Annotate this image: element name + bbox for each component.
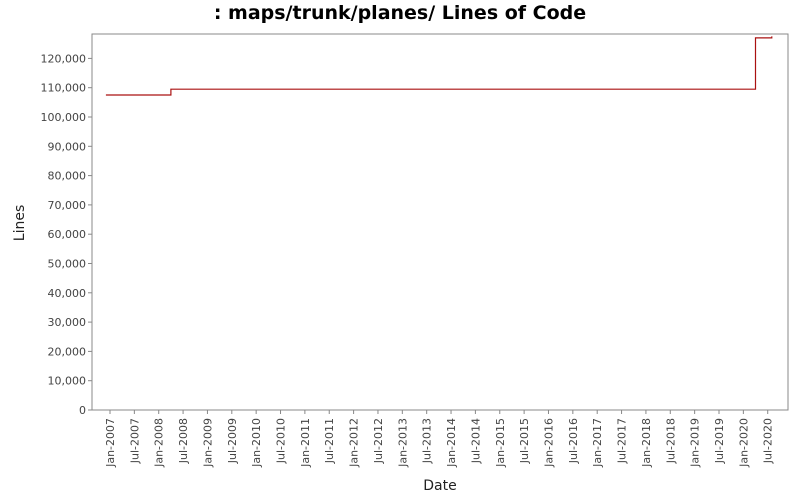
y-tick-label: 60,000 [48, 228, 87, 241]
y-axis-title: Lines [12, 205, 28, 241]
x-tick-label: Jan-2012 [348, 418, 361, 468]
y-tick-label: 30,000 [48, 316, 87, 329]
y-tick-label: 10,000 [48, 375, 87, 388]
x-tick-label: Jul-2013 [421, 418, 434, 464]
x-axis-title: Date [423, 478, 456, 494]
x-tick-label: Jul-2009 [226, 418, 239, 464]
y-tick-label: 100,000 [41, 111, 87, 124]
x-tick-label: Jan-2013 [396, 418, 409, 468]
x-tick-label: Jan-2017 [591, 418, 604, 468]
x-tick-label: Jan-2016 [542, 418, 555, 468]
y-tick-label: 90,000 [48, 140, 87, 153]
x-tick-label: Jan-2010 [250, 418, 263, 468]
x-tick-label: Jul-2011 [323, 418, 336, 464]
x-tick-label: Jul-2012 [372, 418, 385, 464]
x-tick-label: Jul-2016 [567, 418, 580, 464]
x-tick-label: Jan-2015 [494, 418, 507, 468]
x-tick-label: Jul-2019 [713, 418, 726, 464]
x-tick-label: Jul-2010 [275, 418, 288, 464]
chart-title: : maps/trunk/planes/ Lines of Code [213, 2, 587, 24]
y-tick-label: 0 [79, 404, 86, 417]
x-tick-label: Jan-2009 [201, 418, 214, 468]
x-tick-label: Jul-2007 [128, 418, 141, 464]
plot-area [91, 33, 789, 411]
y-tick-label: 50,000 [48, 258, 87, 271]
x-tick-label: Jul-2015 [518, 418, 531, 464]
y-tick-label: 80,000 [48, 170, 87, 183]
series-line [105, 36, 773, 96]
x-tick-label: Jul-2018 [664, 418, 677, 464]
x-tick-label: Jan-2007 [104, 418, 117, 468]
y-tick-label: 20,000 [48, 345, 87, 358]
x-tick-label: Jul-2008 [177, 418, 190, 464]
x-tick-label: Jan-2019 [689, 418, 702, 468]
x-tick-label: Jan-2008 [153, 418, 166, 468]
x-tick-label: Jan-2014 [445, 418, 458, 468]
x-tick-label: Jan-2020 [737, 418, 750, 468]
x-tick-label: Jul-2014 [469, 418, 482, 464]
y-tick-label: 110,000 [41, 82, 87, 95]
x-tick-label: Jan-2018 [640, 418, 653, 468]
x-axis: Jan-2007 Jul-2007 Jan-2008 Jul-2008 Jan-2009… [104, 410, 775, 468]
y-axis: 0 10,000 20,000 30,000 40,000 50,000 60,000 70,… [41, 52, 92, 417]
y-tick-label: 120,000 [41, 52, 87, 65]
x-tick-label: Jul-2017 [616, 418, 629, 464]
y-tick-label: 70,000 [48, 199, 87, 212]
y-tick-label: 40,000 [48, 287, 87, 300]
x-tick-label: Jul-2020 [762, 418, 775, 464]
series-layer [105, 36, 773, 96]
x-tick-label: Jan-2011 [299, 418, 312, 468]
